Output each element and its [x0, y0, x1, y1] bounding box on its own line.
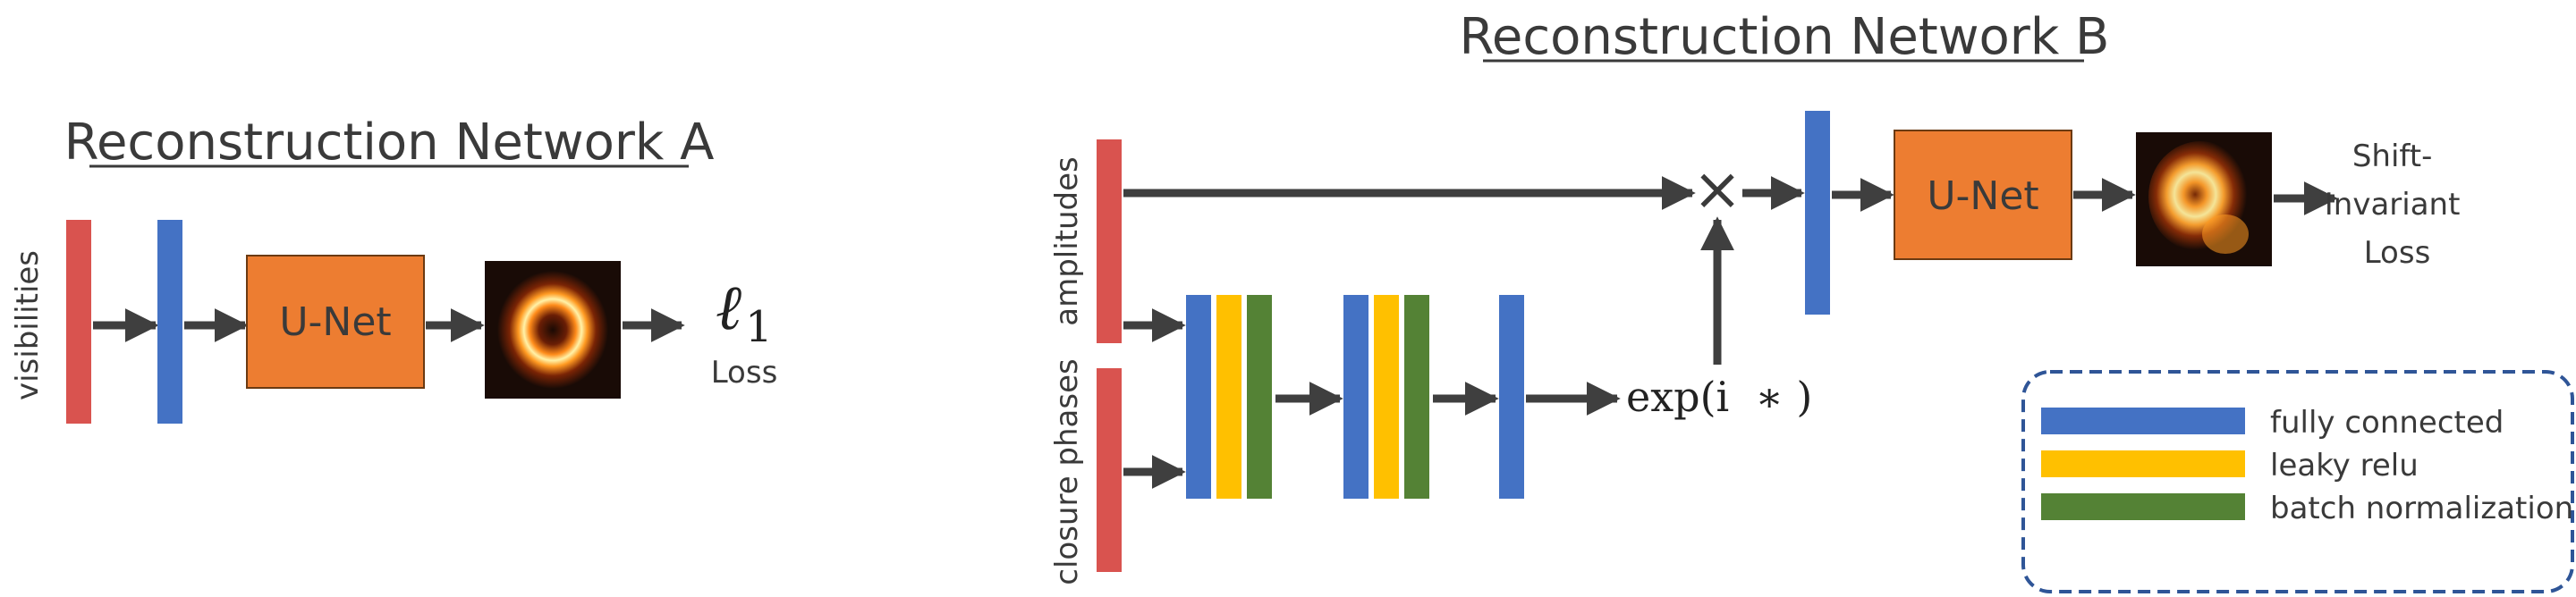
layer-group-2 [1343, 295, 1429, 499]
unet-block [1894, 130, 2072, 260]
loss-line-1: Shift- [2352, 139, 2433, 174]
legend-box [2021, 370, 2574, 593]
legend-item-fully-connected: fully connected [2041, 405, 2504, 441]
loss-line-3: Loss [2364, 235, 2431, 271]
legend-label: fully connected [2270, 405, 2504, 441]
amplitudes-label: amplitudes [1049, 156, 1085, 326]
legend-swatch [2041, 493, 2245, 520]
batch-norm-bar [1404, 295, 1429, 499]
network-a: Reconstruction Network A visibilities U-… [10, 114, 777, 424]
layer-group-1 [1186, 295, 1272, 499]
fc-bar [157, 220, 182, 424]
loss-label: Loss [711, 355, 778, 391]
legend-label: batch normalization [2270, 491, 2573, 526]
legend-item-leaky-relu: leaky relu [2041, 448, 2419, 483]
l1-subscript: 1 [745, 302, 773, 352]
unet-label: U-Net [279, 299, 391, 345]
network-a-title: Reconstruction Network A [64, 114, 715, 172]
l1-symbol: ℓ1 [716, 271, 773, 352]
leaky-relu-bar [1374, 295, 1399, 499]
l1-letter: ℓ [716, 271, 741, 344]
legend-label: leaky relu [2270, 448, 2419, 483]
reconstructed-image [2136, 132, 2272, 266]
legend-swatch [2041, 408, 2245, 434]
legend-swatch [2041, 450, 2245, 477]
fc-bar-post-multiply [1805, 111, 1830, 315]
closure-phases-label: closure phases [1049, 358, 1085, 584]
fc-bar-final [1499, 295, 1524, 499]
fc-bar [1186, 295, 1211, 499]
network-b: Reconstruction Network B amplitudes clos… [1049, 8, 2470, 585]
multiply-symbol: × [1692, 155, 1741, 223]
reconstructed-image [485, 261, 621, 399]
visibilities-label: visibilities [10, 250, 46, 400]
unet-label: U-Net [1927, 173, 2038, 219]
legend-item-batch-normalization: batch normalization [2041, 491, 2573, 526]
shift-invariant-loss-label: Shift- Invariant Loss [2325, 139, 2470, 271]
fc-bar [1343, 295, 1368, 499]
loss-line-2: Invariant [2325, 187, 2461, 223]
leaky-relu-bar [1216, 295, 1241, 499]
amplitudes-input-bar [1097, 139, 1122, 343]
exp-label: exp(i ∗ ) [1626, 373, 1812, 421]
legend: fully connected leaky relu batch normali… [2021, 370, 2574, 593]
network-b-title: Reconstruction Network B [1460, 8, 2110, 66]
batch-norm-bar [1247, 295, 1272, 499]
unet-block [246, 255, 425, 389]
visibilities-input-bar [66, 220, 91, 424]
closure-phases-input-bar [1097, 368, 1122, 572]
